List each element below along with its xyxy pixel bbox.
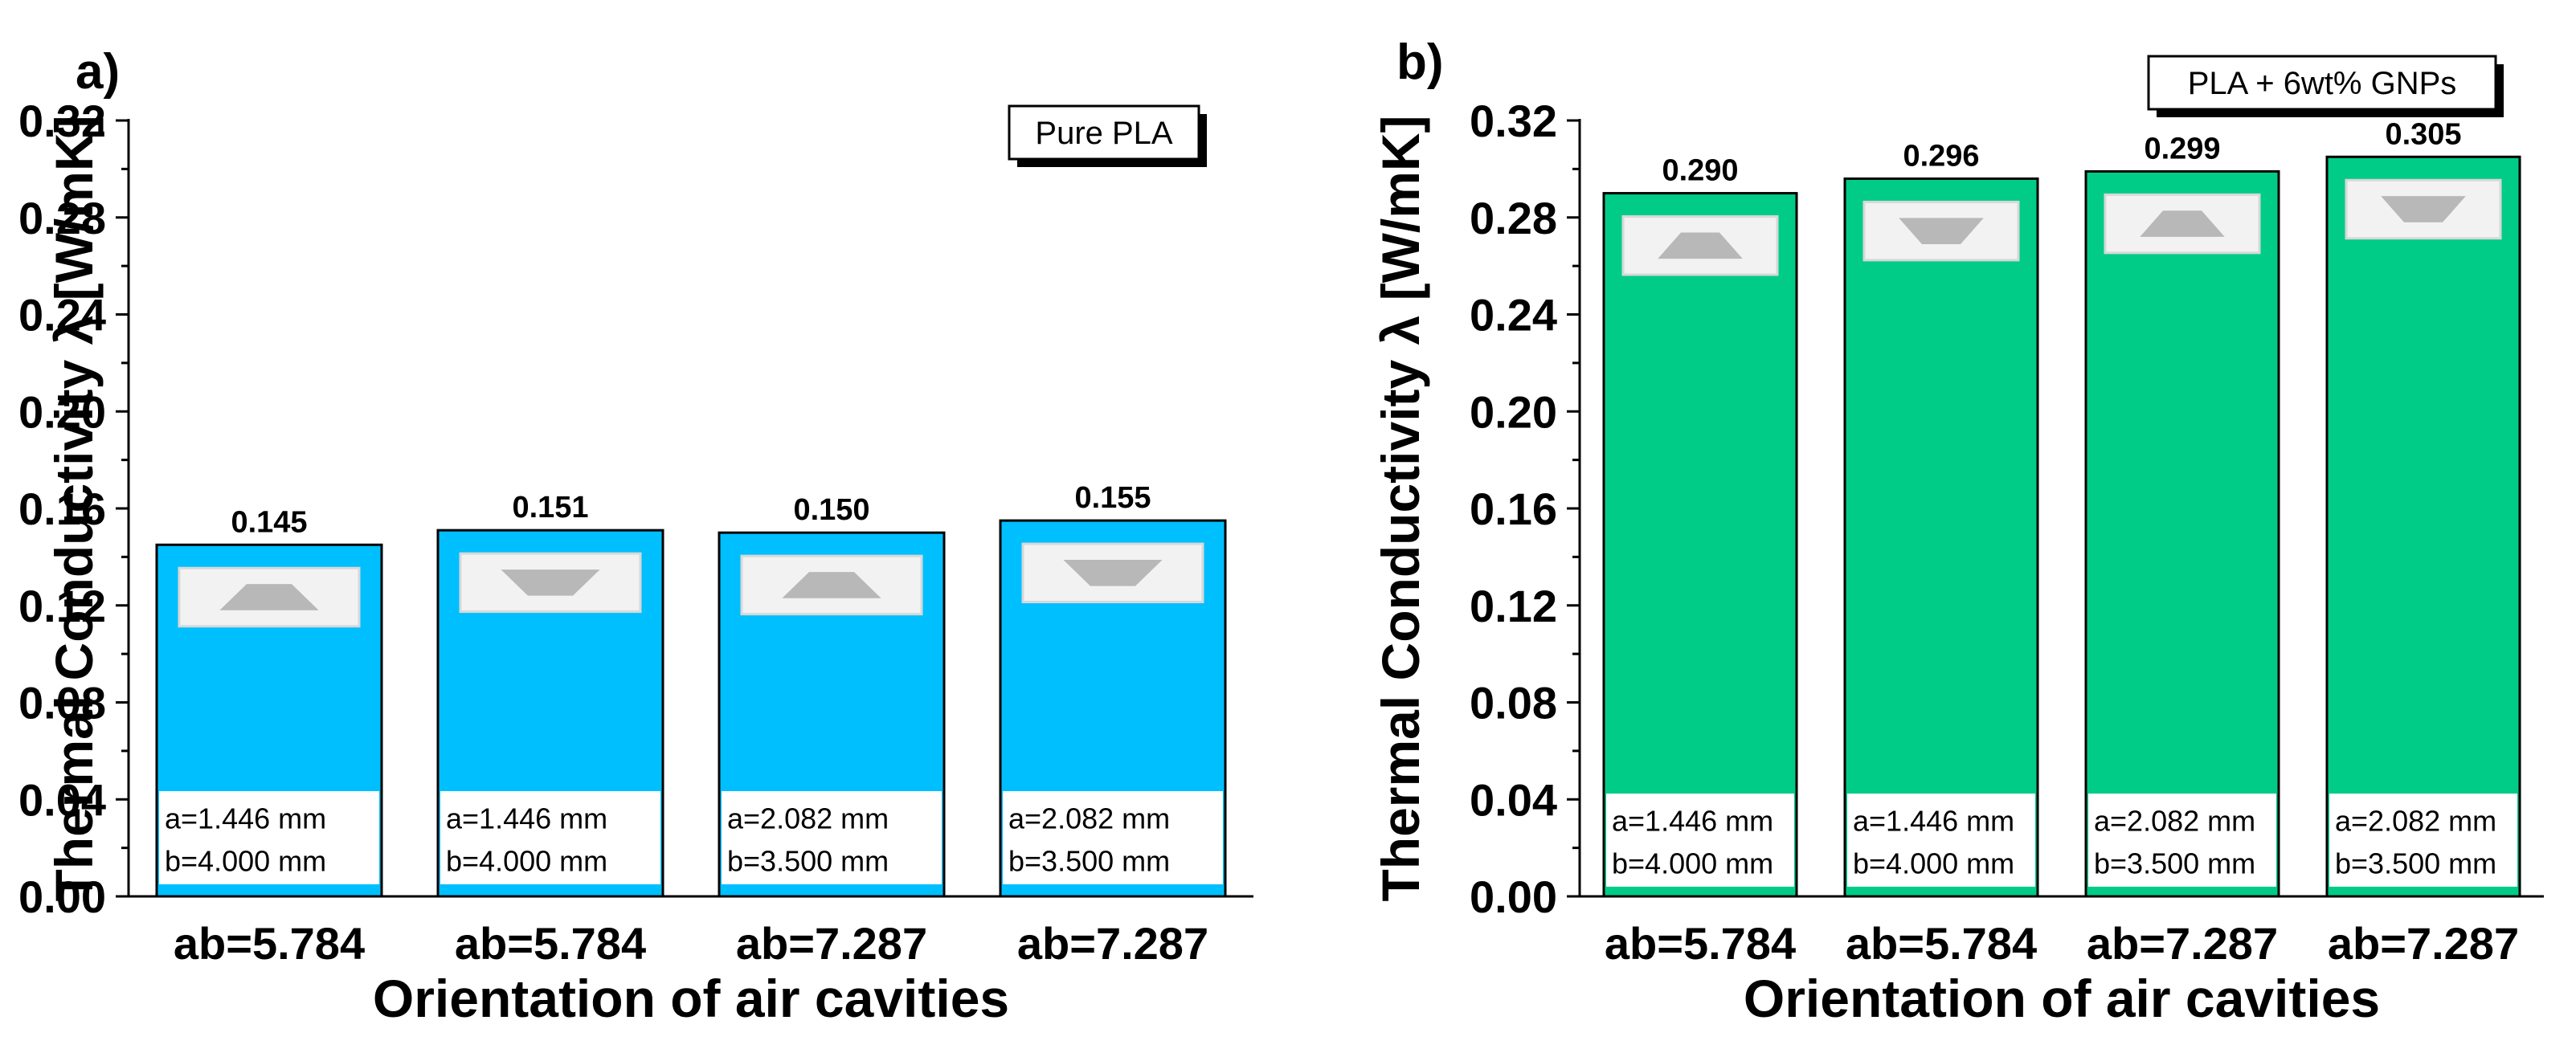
y-tick-label: 0.04 [18,774,106,825]
cavity-image-frame [1862,200,2020,262]
cavity-image-frame [1021,542,1204,604]
y-tick-label: 0.12 [18,581,106,631]
bar-value-label: 0.305 [2385,117,2461,151]
bar-value-label: 0.145 [231,505,307,539]
y-tick-label: 0.32 [1470,96,1557,146]
y-tick-label: 0.00 [18,871,106,922]
dimension-box [440,790,660,884]
bar [2084,169,2280,898]
x-tick-label: ab=7.287 [2087,918,2278,969]
y-tick-label: 0.24 [18,290,106,341]
x-axis-title: Orientation of air cavities [373,969,1009,1028]
y-tick-label: 0.28 [18,193,106,243]
chart-panel-a: a) 0.00 0.04 0.08 0.12 0.16 0.20 0.24 0.28 0.32Th… [18,44,1253,1028]
x-tick-label: ab=7.287 [736,918,927,969]
y-tick-label: 0.16 [18,484,106,534]
y-tick-label: 0.20 [1470,386,1557,437]
air-cavity-trapezoid [1899,218,1984,244]
legend-label: PLA + 6wt% GNPs [2188,66,2457,101]
dimension-a-label: a=1.446 mm [446,802,607,835]
air-cavity-trapezoid [219,584,319,610]
x-tick-label: ab=5.784 [1846,918,2037,969]
bar [1602,192,1798,898]
y-tick-label: 0.28 [1470,193,1557,243]
dimension-box [1606,794,1794,887]
air-cavity-trapezoid [1063,559,1163,586]
x-axis-title: Orientation of air cavities [1744,969,2380,1028]
panel-label: a) [76,44,120,100]
legend-label: Pure PLA [1035,116,1173,151]
y-tick-label: 0.16 [1470,484,1557,534]
bar [2325,155,2521,898]
dimension-box [159,790,379,884]
x-tick-label: ab=5.784 [455,918,646,969]
air-cavity-trapezoid [1658,232,1743,259]
x-tick-label: ab=5.784 [1605,918,1796,969]
dimension-b-label: b=3.500 mm [2094,847,2255,880]
dimension-box [1003,790,1223,884]
air-cavity-trapezoid [2140,210,2225,237]
x-tick-label: ab=5.784 [174,918,365,969]
x-tick-label: ab=7.287 [1017,918,1208,969]
chart-panel-b: b) 0.00 0.04 0.08 0.12 0.16 0.20 0.24 0.28 0.32 Th… [1371,35,2544,1028]
dimension-b-label: b=4.000 mm [1853,847,2014,880]
dimension-b-label: b=4.000 mm [1612,847,1773,880]
dimension-box [1847,794,2035,887]
dimension-box [722,790,942,884]
dimension-b-label: b=4.000 mm [446,845,607,878]
dimension-b-label: b=4.000 mm [165,845,326,878]
bar-value-label: 0.151 [512,491,588,524]
bar-value-label: 0.299 [2144,132,2220,165]
dimension-box [2329,794,2517,887]
dimension-a-label: a=2.082 mm [2335,804,2496,837]
air-cavity-trapezoid [2381,196,2466,222]
bar-value-label: 0.290 [1662,154,1738,188]
y-tick-label: 0.24 [1470,290,1557,341]
dimension-a-label: a=1.446 mm [1612,804,1773,837]
y-tick-label: 0.08 [18,678,106,729]
dimension-a-label: a=1.446 mm [1853,804,2014,837]
dimension-box [2088,794,2276,887]
y-axis-title: Thermal Conductivity λ [W/mK] [1371,115,1430,901]
dimension-a-label: a=2.082 mm [1008,802,1170,835]
y-tick-label: 0.20 [18,386,106,437]
bar-value-label: 0.150 [793,493,869,527]
y-axis-title: Thermal Conductivity λ [W/mK] [44,115,104,901]
y-tick-label: 0.12 [1470,581,1557,631]
x-tick-label: ab=7.287 [2328,918,2519,969]
panel-label: b) [1396,35,1444,90]
dimension-b-label: b=3.500 mm [1008,845,1170,878]
dimension-b-label: b=3.500 mm [727,845,889,878]
y-tick-label: 0.00 [1470,871,1557,922]
bar-value-label: 0.155 [1074,481,1151,515]
legend-box [1008,104,1200,161]
legend-box [2147,55,2497,111]
bar [1843,177,2039,898]
air-cavity-trapezoid [501,569,600,596]
y-tick-label: 0.04 [1470,774,1557,825]
dimension-b-label: b=3.500 mm [2335,847,2496,880]
y-tick-label: 0.32 [18,96,106,146]
bar-value-label: 0.296 [1903,139,1979,173]
dimension-a-label: a=2.082 mm [727,802,889,835]
dimension-a-label: a=2.082 mm [2094,804,2255,837]
dimension-a-label: a=1.446 mm [165,802,326,835]
y-tick-label: 0.08 [1470,678,1557,729]
air-cavity-trapezoid [782,572,881,598]
